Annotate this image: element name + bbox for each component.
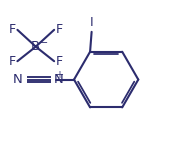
Text: −: − — [40, 38, 49, 48]
Text: F: F — [55, 23, 62, 36]
Text: +: + — [56, 70, 63, 80]
Text: F: F — [55, 55, 62, 68]
Text: N: N — [54, 73, 64, 86]
Text: N: N — [12, 73, 22, 86]
Text: I: I — [90, 16, 93, 29]
Text: F: F — [9, 23, 16, 36]
Text: B: B — [31, 40, 40, 53]
Text: F: F — [9, 55, 16, 68]
